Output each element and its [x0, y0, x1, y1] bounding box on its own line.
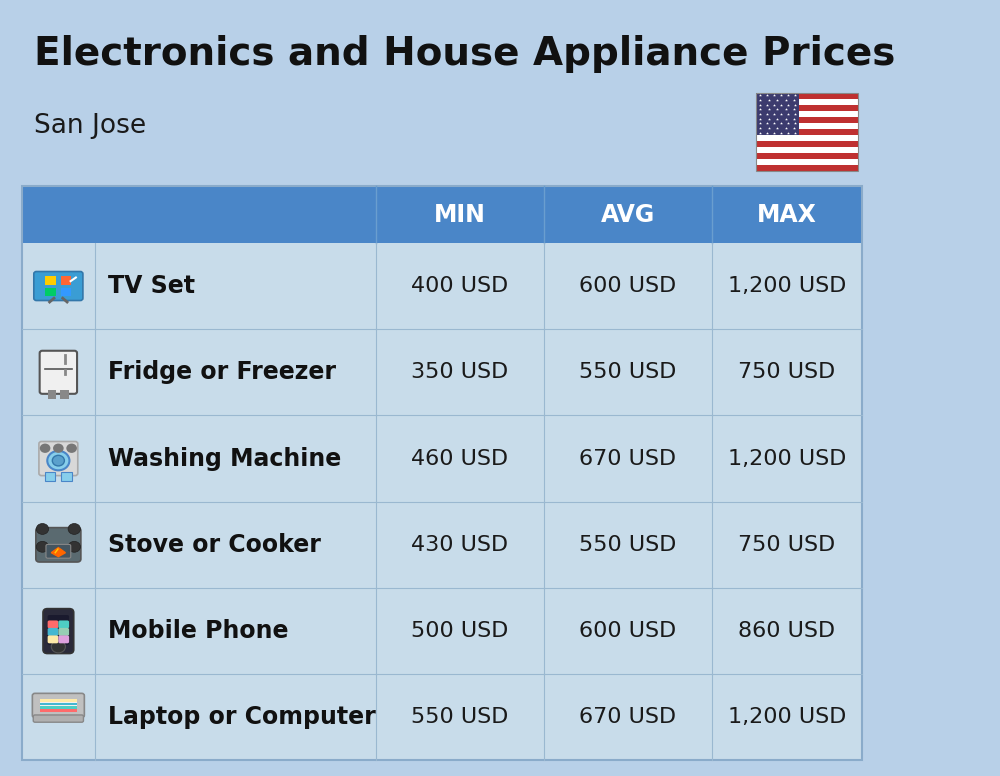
Text: MIN: MIN [434, 203, 486, 227]
FancyBboxPatch shape [756, 159, 858, 165]
Circle shape [68, 542, 80, 553]
FancyBboxPatch shape [36, 528, 81, 562]
FancyBboxPatch shape [46, 545, 71, 558]
FancyBboxPatch shape [39, 442, 78, 476]
Text: 1,200 USD: 1,200 USD [728, 708, 846, 727]
FancyBboxPatch shape [756, 105, 858, 111]
FancyBboxPatch shape [756, 147, 858, 153]
Bar [40, 702, 77, 705]
Circle shape [40, 444, 50, 453]
Bar [45, 288, 56, 296]
Text: AVG: AVG [601, 203, 655, 227]
FancyBboxPatch shape [22, 186, 862, 243]
FancyBboxPatch shape [756, 123, 858, 129]
Text: Mobile Phone: Mobile Phone [108, 619, 288, 643]
Text: 400 USD: 400 USD [411, 276, 508, 296]
Bar [40, 706, 77, 709]
FancyBboxPatch shape [22, 501, 862, 588]
Circle shape [53, 444, 64, 453]
Bar [60, 390, 69, 399]
Text: 750 USD: 750 USD [738, 362, 836, 383]
Text: 670 USD: 670 USD [579, 708, 676, 727]
Text: Fridge or Freezer: Fridge or Freezer [108, 360, 336, 384]
Bar [61, 276, 71, 285]
Bar [40, 698, 77, 712]
Text: 860 USD: 860 USD [738, 621, 835, 641]
FancyBboxPatch shape [756, 135, 858, 141]
Circle shape [51, 640, 65, 653]
FancyBboxPatch shape [48, 636, 58, 643]
Polygon shape [55, 549, 58, 553]
Text: MAX: MAX [757, 203, 817, 227]
FancyBboxPatch shape [22, 415, 862, 502]
FancyBboxPatch shape [22, 329, 862, 415]
Circle shape [52, 456, 64, 466]
Circle shape [68, 524, 80, 535]
FancyBboxPatch shape [43, 608, 74, 653]
Circle shape [66, 444, 77, 453]
FancyBboxPatch shape [756, 99, 858, 105]
Circle shape [36, 524, 49, 535]
Text: 1,200 USD: 1,200 USD [728, 276, 846, 296]
Text: 550 USD: 550 USD [411, 708, 508, 727]
Bar [61, 472, 72, 481]
FancyBboxPatch shape [48, 628, 58, 636]
FancyBboxPatch shape [58, 621, 69, 629]
Text: 750 USD: 750 USD [738, 535, 836, 555]
Text: 350 USD: 350 USD [411, 362, 508, 383]
FancyBboxPatch shape [22, 243, 862, 329]
Text: 550 USD: 550 USD [579, 535, 676, 555]
Bar [45, 472, 55, 481]
Text: Stove or Cooker: Stove or Cooker [108, 533, 321, 557]
Text: 460 USD: 460 USD [411, 449, 508, 469]
FancyBboxPatch shape [756, 153, 858, 159]
Bar [40, 709, 77, 712]
FancyBboxPatch shape [756, 111, 858, 117]
Text: 550 USD: 550 USD [579, 362, 676, 383]
FancyBboxPatch shape [22, 588, 862, 674]
Text: 600 USD: 600 USD [579, 621, 676, 641]
Text: 600 USD: 600 USD [579, 276, 676, 296]
Text: 500 USD: 500 USD [411, 621, 508, 641]
FancyBboxPatch shape [34, 272, 83, 300]
Bar [61, 288, 71, 296]
Circle shape [47, 451, 69, 470]
FancyBboxPatch shape [756, 93, 799, 135]
Bar [45, 276, 56, 285]
FancyBboxPatch shape [756, 93, 858, 99]
Text: San Jose: San Jose [34, 113, 146, 139]
Polygon shape [51, 548, 65, 556]
Text: TV Set: TV Set [108, 274, 195, 298]
FancyBboxPatch shape [58, 636, 69, 643]
Text: Electronics and House Appliance Prices: Electronics and House Appliance Prices [34, 35, 895, 73]
Text: 670 USD: 670 USD [579, 449, 676, 469]
FancyBboxPatch shape [58, 628, 69, 636]
Text: 1,200 USD: 1,200 USD [728, 449, 846, 469]
FancyBboxPatch shape [32, 693, 84, 718]
FancyBboxPatch shape [22, 674, 862, 760]
FancyBboxPatch shape [756, 141, 858, 147]
Circle shape [36, 542, 49, 553]
Bar [48, 390, 56, 399]
Bar [40, 699, 77, 702]
Text: Laptop or Computer: Laptop or Computer [108, 705, 376, 729]
FancyBboxPatch shape [756, 165, 858, 171]
Text: Washing Machine: Washing Machine [108, 446, 341, 470]
FancyBboxPatch shape [756, 129, 858, 135]
FancyBboxPatch shape [48, 621, 58, 629]
FancyBboxPatch shape [40, 351, 77, 393]
FancyBboxPatch shape [756, 117, 858, 123]
FancyBboxPatch shape [33, 715, 83, 722]
Text: 430 USD: 430 USD [411, 535, 508, 555]
FancyBboxPatch shape [48, 615, 69, 645]
